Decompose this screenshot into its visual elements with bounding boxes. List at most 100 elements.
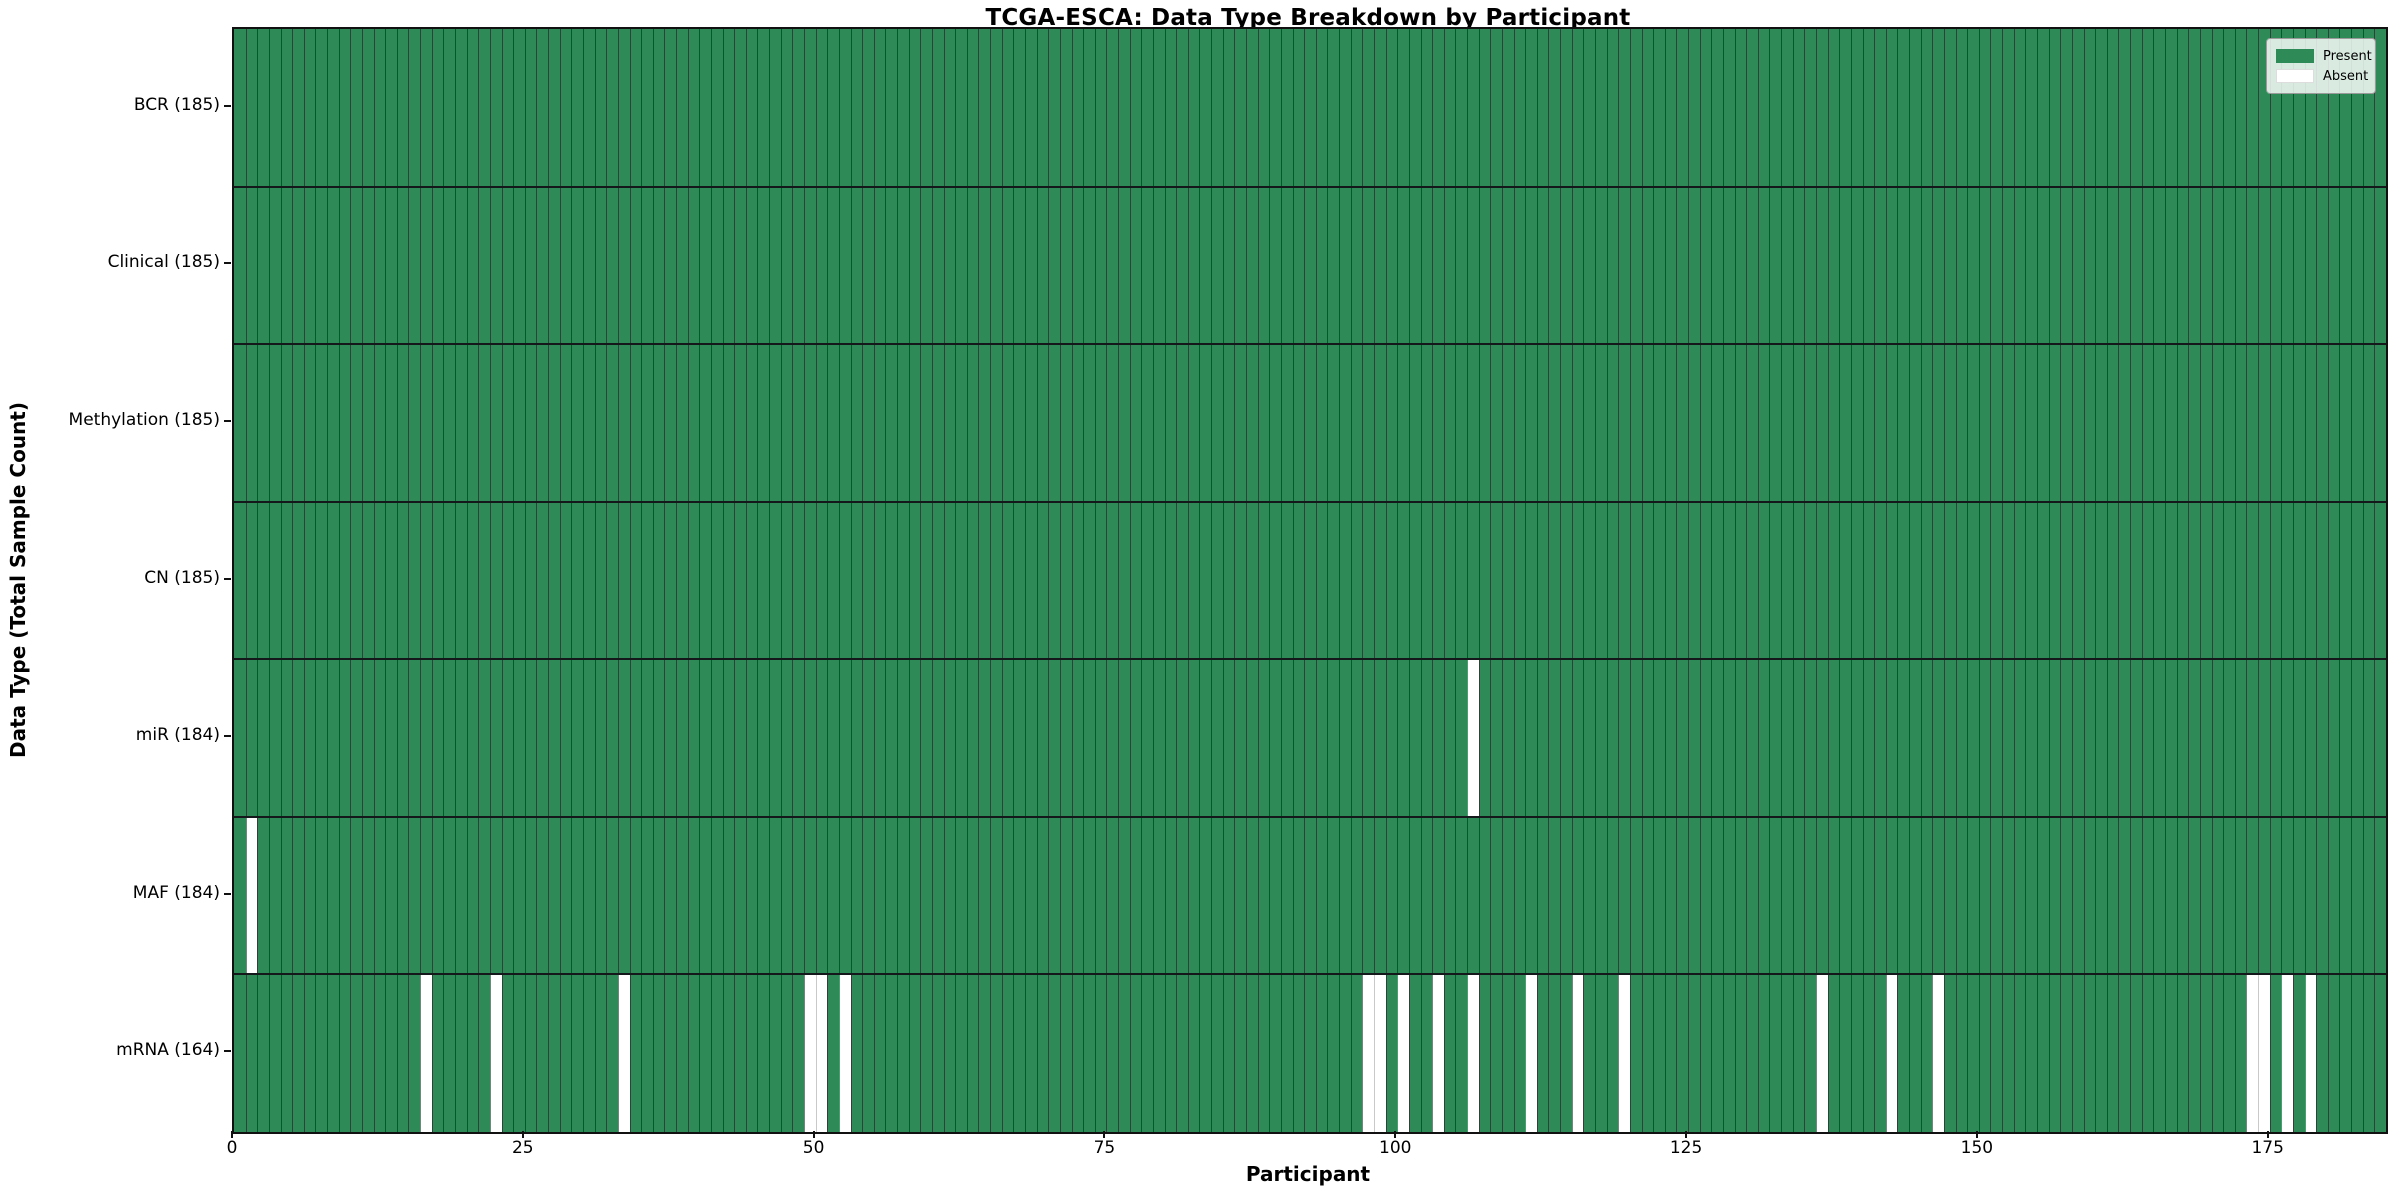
- present-cell: [548, 186, 561, 345]
- present-cell: [606, 501, 619, 660]
- present-cell: [385, 816, 398, 975]
- present-cell: [1769, 186, 1782, 345]
- present-cell: [1816, 186, 1829, 345]
- present-cell: [338, 29, 351, 187]
- present-cell: [1176, 501, 1189, 660]
- present-cell: [257, 501, 270, 660]
- present-cell: [1408, 344, 1421, 502]
- present-cell: [396, 974, 409, 1132]
- present-cell: [1362, 29, 1375, 187]
- present-cell: [1443, 816, 1456, 975]
- present-cell: [850, 974, 863, 1132]
- present-cell: [780, 344, 793, 502]
- present-cell: [2025, 816, 2038, 975]
- present-cell: [838, 659, 851, 817]
- present-cell: [350, 659, 363, 817]
- present-cell: [2164, 501, 2178, 660]
- present-cell: [1443, 186, 1456, 345]
- present-cell: [1897, 29, 1910, 187]
- present-cell: [1594, 186, 1608, 345]
- present-cell: [2118, 501, 2131, 660]
- present-cell: [1943, 816, 1957, 975]
- present-cell: [1478, 186, 1491, 345]
- present-cell: [908, 344, 921, 502]
- present-cell: [2071, 974, 2085, 1132]
- present-cell: [792, 974, 805, 1132]
- y-tick-mark: [224, 892, 231, 895]
- present-cell: [955, 29, 968, 187]
- present-cell: [2118, 186, 2131, 345]
- present-cell: [1246, 29, 1259, 187]
- absent-cell: [1885, 974, 1898, 1132]
- present-cell: [908, 186, 921, 345]
- present-cell: [2060, 186, 2073, 345]
- present-cell: [873, 186, 886, 345]
- present-cell: [2060, 29, 2073, 187]
- x-tick-label: 125: [1669, 1138, 1703, 1158]
- present-cell: [850, 344, 863, 502]
- row-band-mir: [234, 659, 2386, 817]
- present-cell: [606, 186, 619, 345]
- absent-cell: [803, 974, 817, 1132]
- present-cell: [245, 974, 258, 1132]
- present-cell: [1059, 816, 1073, 975]
- present-cell: [2316, 974, 2329, 1132]
- present-cell: [2362, 659, 2375, 817]
- present-cell: [1862, 29, 1875, 187]
- present-cell: [1339, 186, 1352, 345]
- present-cell: [2130, 344, 2143, 502]
- present-cell: [315, 659, 328, 817]
- present-cell: [1373, 29, 1387, 187]
- present-cell: [2025, 29, 2038, 187]
- present-cell: [292, 974, 305, 1132]
- present-cell: [1385, 659, 1398, 817]
- present-cell: [1071, 186, 1084, 345]
- present-cell: [2304, 186, 2317, 345]
- x-axis-label: Participant: [1245, 1162, 1371, 1186]
- present-cell: [1164, 344, 1177, 502]
- present-cell: [2269, 659, 2282, 817]
- present-cell: [1792, 186, 1805, 345]
- present-cell: [1513, 344, 1526, 502]
- present-cell: [1653, 659, 1666, 817]
- present-cell: [2071, 501, 2085, 660]
- present-cell: [1467, 501, 1480, 660]
- present-cell: [489, 816, 503, 975]
- present-cell: [1967, 344, 1980, 502]
- present-cell: [1583, 186, 1596, 345]
- present-cell: [385, 186, 398, 345]
- y-tick-label: mRNA (164): [116, 1040, 220, 1061]
- present-cell: [1443, 29, 1456, 187]
- present-cell: [1594, 29, 1608, 187]
- present-cell: [2339, 344, 2352, 502]
- present-cell: [1653, 344, 1666, 502]
- present-cell: [1152, 974, 1166, 1132]
- present-cell: [1234, 816, 1247, 975]
- present-cell: [1920, 816, 1933, 975]
- row-band-maf: [234, 816, 2386, 975]
- present-cell: [1827, 344, 1840, 502]
- present-cell: [1781, 659, 1794, 817]
- present-cell: [1688, 344, 1701, 502]
- present-cell: [1874, 29, 1887, 187]
- absent-cell: [1525, 974, 1538, 1132]
- present-cell: [1920, 974, 1933, 1132]
- present-cell: [1501, 816, 1515, 975]
- present-cell: [676, 974, 689, 1132]
- present-cell: [1629, 501, 1643, 660]
- row-divider: [234, 343, 2386, 346]
- present-cell: [699, 186, 712, 345]
- present-cell: [292, 186, 305, 345]
- present-cell: [571, 501, 584, 660]
- present-cell: [1280, 659, 1294, 817]
- present-cell: [582, 974, 596, 1132]
- present-cell: [1932, 816, 1945, 975]
- present-cell: [268, 344, 282, 502]
- present-cell: [1664, 974, 1677, 1132]
- present-cell: [1676, 816, 1689, 975]
- present-cell: [2083, 659, 2096, 817]
- present-cell: [2316, 659, 2329, 817]
- present-cell: [1722, 974, 1736, 1132]
- present-cell: [2351, 344, 2364, 502]
- present-cell: [420, 501, 433, 660]
